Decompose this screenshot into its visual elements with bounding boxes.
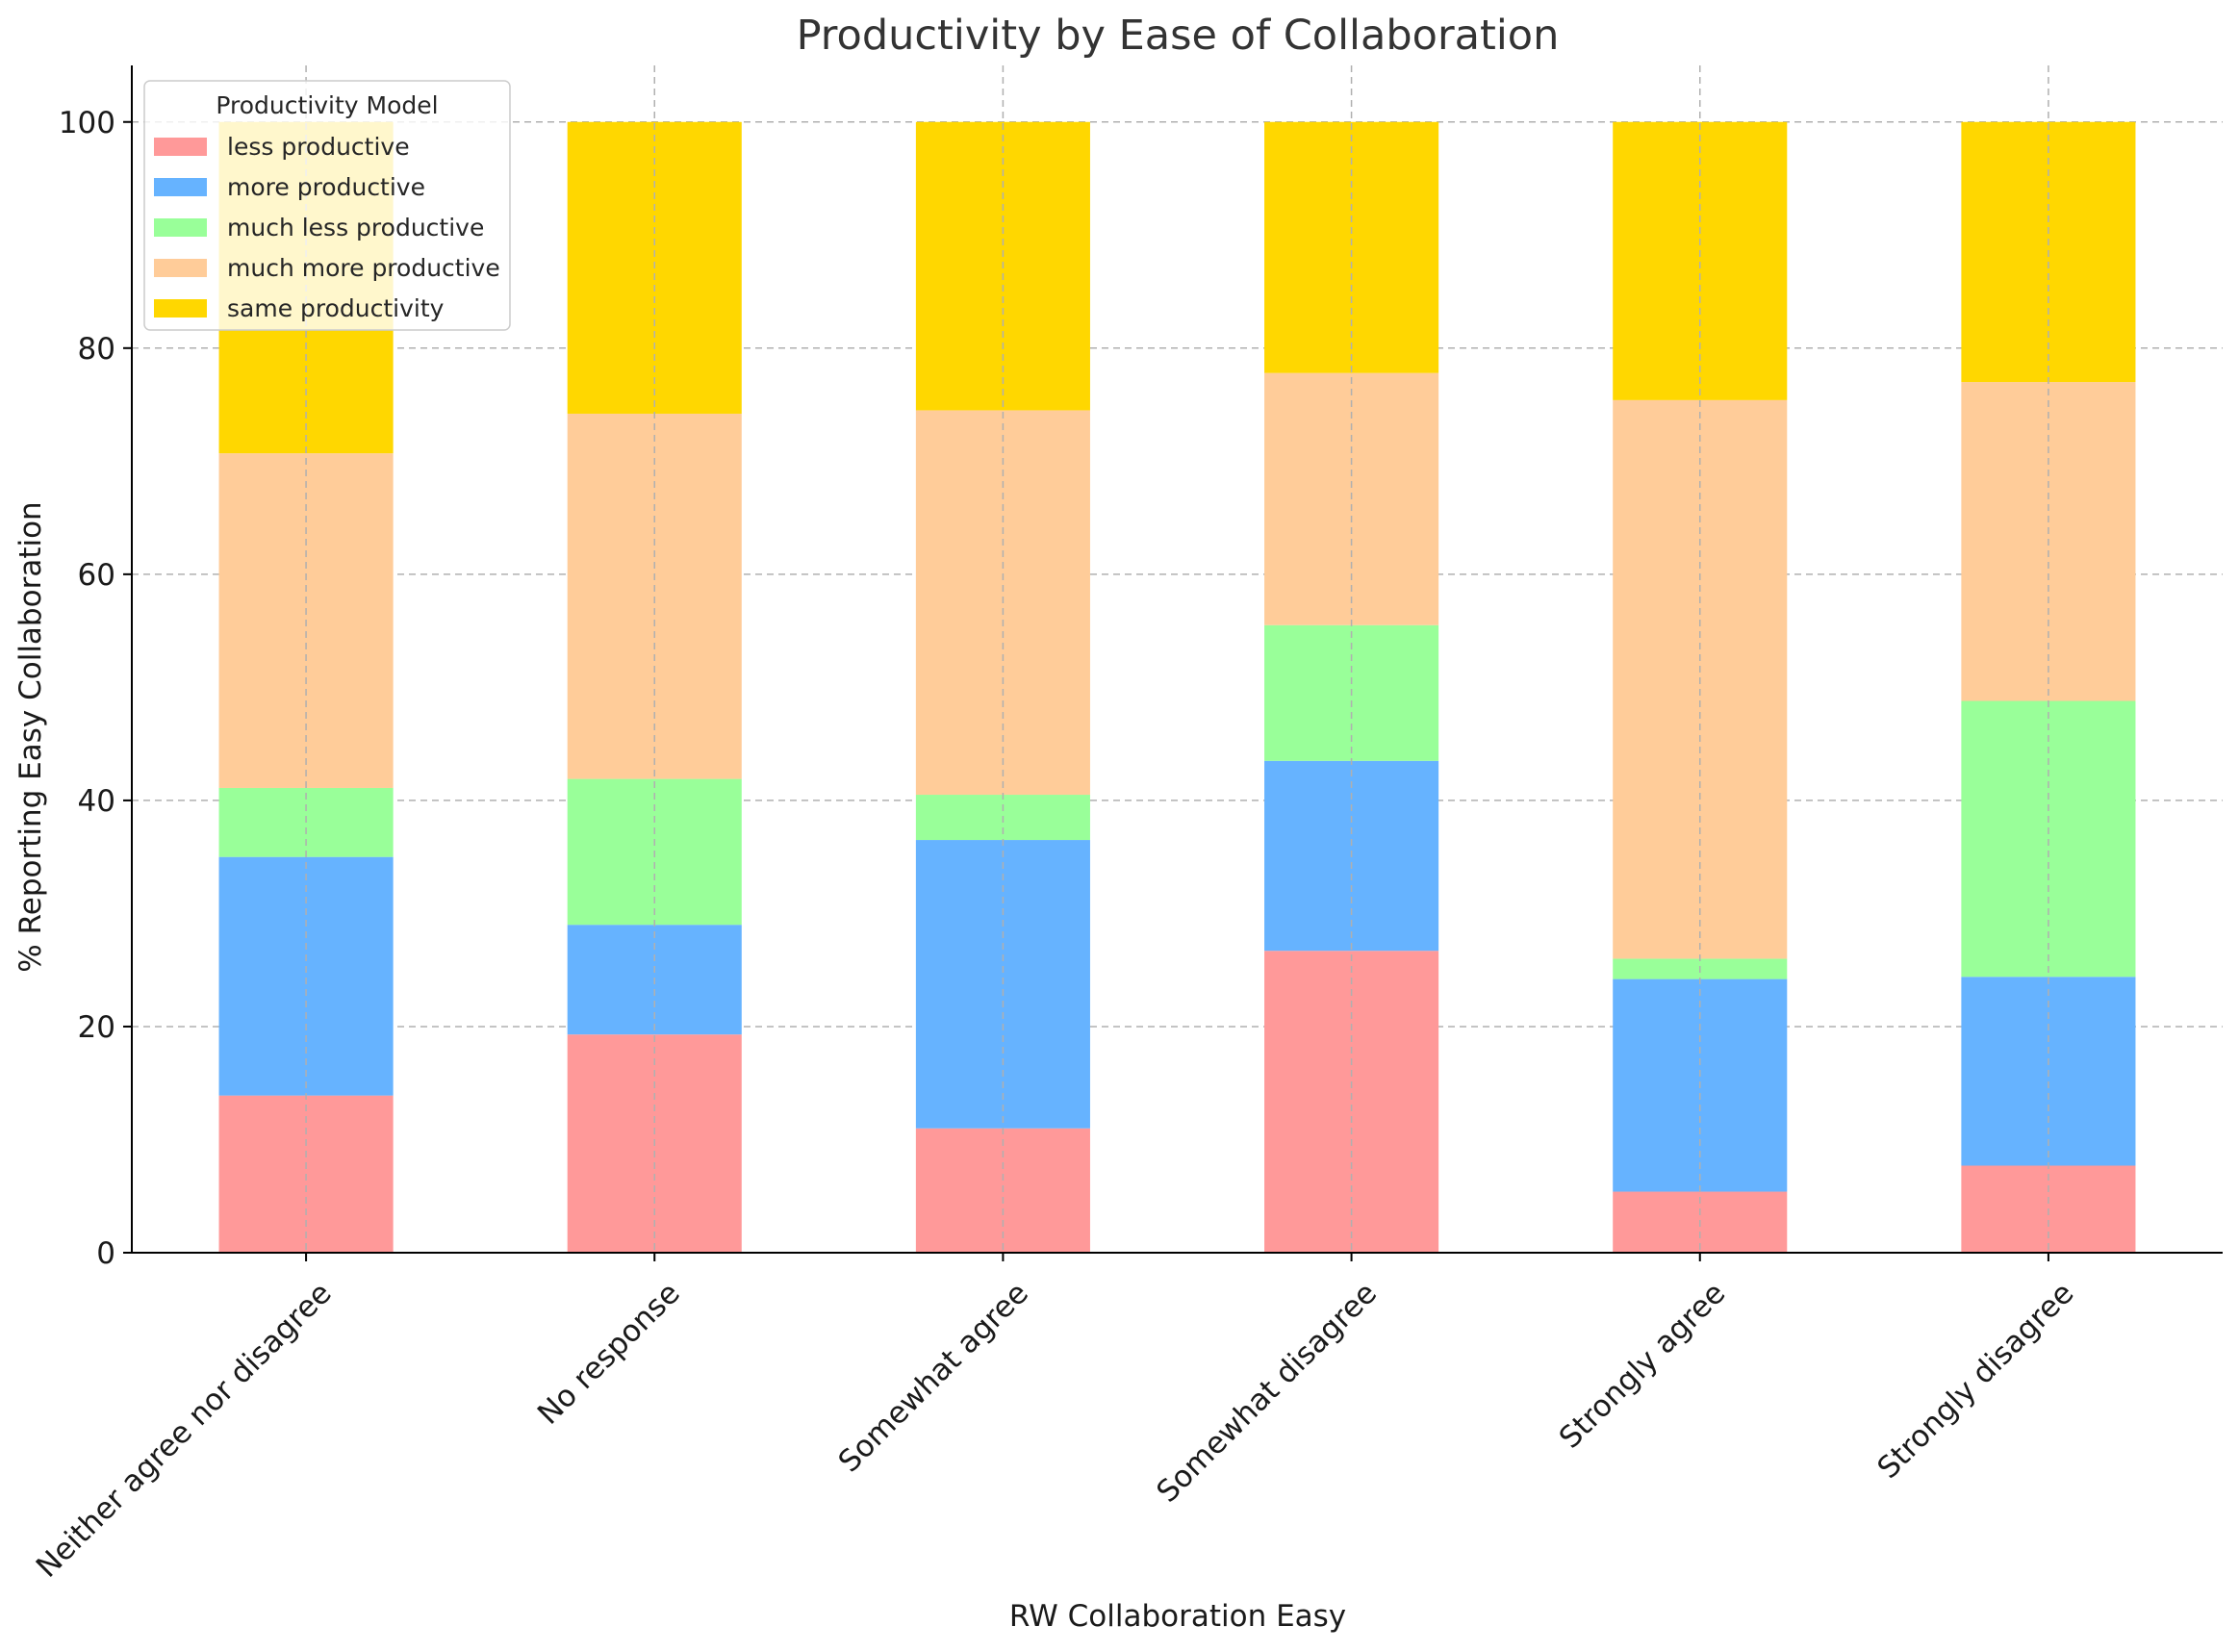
bar-segment [1264,951,1439,1253]
x-tick-label: Somewhat disagree [1150,1276,1384,1510]
bars-layer [218,121,2136,1253]
bar-segment [1613,121,1788,400]
x-tick-label: No response [531,1276,687,1432]
y-tick-label: 60 [78,558,115,593]
legend-item-label: more productive [227,173,425,201]
y-tick-label: 40 [78,784,115,819]
y-tick-label: 20 [78,1010,115,1045]
legend-item-label: much less productive [227,214,484,241]
legend-swatch [154,259,207,277]
legend-frame [143,80,511,331]
legend-swatch [154,178,207,196]
y-tick-label: 80 [78,332,115,367]
chart-title: Productivity by Ease of Collaboration [797,12,1560,60]
axes-layer [131,65,2223,1254]
legend-item-label: same productivity [227,294,445,322]
y-axis-label: % Reporting Easy Collaboration [13,501,48,972]
x-tick-label: Strongly disagree [1870,1276,2080,1486]
x-tick-label: Somewhat agree [832,1276,1035,1479]
legend-swatch [154,299,207,318]
legend-swatch [154,218,207,237]
x-tick-label: Neither agree nor disagree [30,1276,339,1585]
y-tick-label: 100 [59,106,115,140]
legend-item-label: much more productive [227,254,500,282]
x-tick-label: Strongly agree [1553,1276,1733,1456]
legend-swatch [154,138,207,156]
bar-segment [218,856,394,1096]
y-tick-label: 0 [96,1236,115,1271]
legend: Productivity Model less productive more pr… [143,80,511,331]
legend-item-label: less productive [227,133,410,161]
x-axis-label: RW Collaboration Easy [1009,1599,1346,1634]
legend-title: Productivity Model [216,91,438,119]
